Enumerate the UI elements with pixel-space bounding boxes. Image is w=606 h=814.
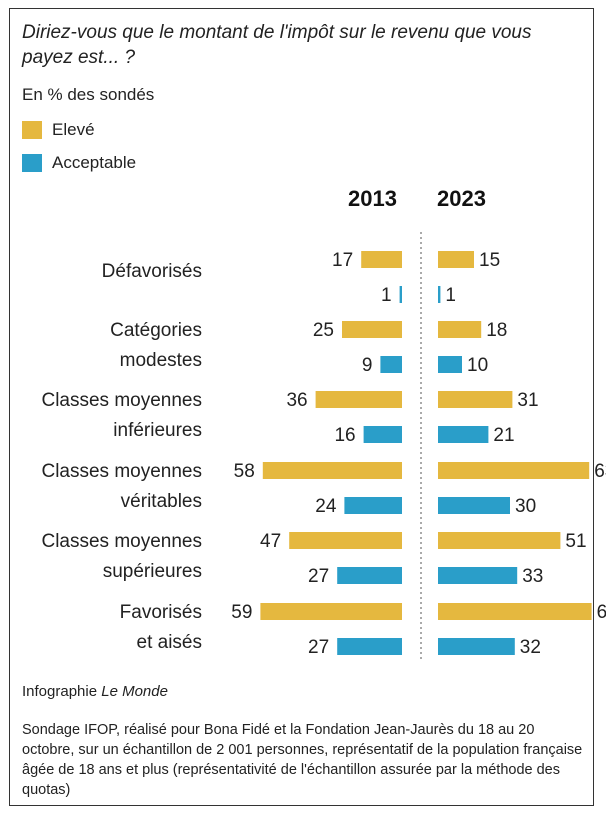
bar-2023-acceptable — [438, 497, 510, 514]
chart-frame — [9, 8, 594, 806]
legend-swatch-acceptable — [22, 154, 42, 172]
value-label-2013: 9 — [362, 355, 373, 376]
credit-brand: Le Monde — [101, 683, 168, 700]
value-label-2023: 15 — [479, 250, 500, 271]
value-label-2013: 59 — [231, 602, 252, 623]
legend-item-acceptable: Acceptable — [22, 153, 136, 173]
value-label-2013: 36 — [286, 390, 307, 411]
category-label: Classes moyennes — [41, 390, 202, 411]
bar-2013-eleve — [361, 251, 402, 268]
bar-2023-eleve — [438, 321, 482, 338]
bar-2013-acceptable — [399, 286, 402, 303]
bar-2023-eleve — [438, 603, 592, 620]
bar-2013-acceptable — [337, 638, 402, 655]
category-label: Catégories — [110, 320, 202, 341]
chart-title: Diriez-vous que le montant de l'impôt su… — [22, 22, 532, 68]
value-label-2023: 10 — [467, 355, 488, 376]
bar-2023-eleve — [438, 251, 474, 268]
source-note: Sondage IFOP, réalisé pour Bona Fidé et … — [22, 722, 583, 798]
value-label-2023: 64 — [597, 602, 606, 623]
bar-2013-eleve — [315, 391, 402, 408]
bar-2023-acceptable — [438, 426, 489, 443]
value-label-2023: 33 — [522, 566, 543, 587]
value-label-2013: 47 — [260, 531, 281, 552]
value-label-2013: 24 — [315, 496, 337, 517]
category-label: Favorisés — [120, 602, 202, 623]
value-label-2023: 32 — [520, 637, 541, 658]
value-label-2013: 58 — [234, 461, 255, 482]
bar-2013-eleve — [262, 462, 402, 479]
category-label: véritables — [121, 491, 202, 512]
value-label-2023: 51 — [565, 531, 586, 552]
category-label: et aisés — [137, 632, 202, 653]
category-label: Classes moyennes — [41, 461, 202, 482]
legend-item-eleve: Elevé — [22, 120, 95, 140]
bar-2013-acceptable — [380, 356, 402, 373]
year-header-2013: 2013 — [348, 186, 397, 211]
bar-2013-acceptable — [363, 426, 402, 443]
bar-2023-acceptable — [438, 567, 518, 584]
credit-prefix: Infographie — [22, 683, 102, 700]
legend-label-eleve: Elevé — [52, 120, 95, 139]
category-label: Défavorisés — [102, 261, 202, 282]
bar-2013-eleve — [260, 603, 402, 620]
value-label-2023: 31 — [517, 390, 538, 411]
legend-swatch-eleve — [22, 121, 42, 139]
bar-2013-acceptable — [344, 497, 402, 514]
value-label-2013: 27 — [308, 637, 329, 658]
category-label: Classes moyennes — [41, 531, 202, 552]
chart-subtitle: En % des sondés — [22, 85, 155, 104]
value-label-2013: 17 — [332, 250, 353, 271]
legend-label-acceptable: Acceptable — [52, 153, 137, 172]
value-label-2023: 30 — [515, 496, 536, 517]
category-label: inférieures — [113, 420, 202, 441]
bar-2013-acceptable — [337, 567, 402, 584]
value-label-2023: 63 — [594, 461, 606, 482]
value-label-2013: 1 — [381, 285, 392, 306]
bar-2023-acceptable — [438, 638, 515, 655]
value-label-2013: 16 — [334, 425, 355, 446]
bar-2023-acceptable — [438, 356, 462, 373]
value-label-2013: 27 — [308, 566, 329, 587]
value-label-2023: 1 — [445, 285, 456, 306]
category-label: modestes — [120, 350, 202, 371]
bar-2013-eleve — [289, 532, 402, 549]
value-label-2023: 21 — [493, 425, 514, 446]
year-header-2023: 2023 — [437, 186, 486, 211]
value-label-2023: 18 — [486, 320, 507, 341]
bar-2023-acceptable — [438, 286, 441, 303]
value-label-2013: 25 — [313, 320, 334, 341]
credit: Infographie Le Monde — [22, 683, 168, 700]
bar-2013-eleve — [342, 321, 402, 338]
bar-2023-eleve — [438, 391, 513, 408]
bar-2023-eleve — [438, 462, 590, 479]
category-label: supérieures — [103, 561, 202, 582]
bar-2023-eleve — [438, 532, 561, 549]
